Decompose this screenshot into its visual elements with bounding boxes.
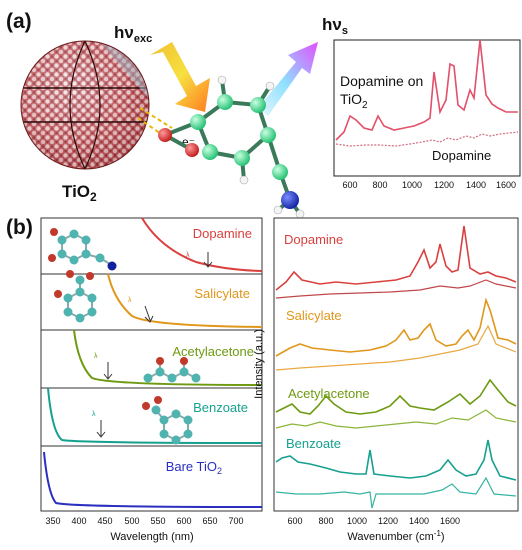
absorption-plot: Dopamine λ Salicylate λ Acetylacetone λ: [40, 217, 263, 543]
raman-label-salicylate: Salicylate: [286, 308, 342, 323]
raman-tick-800: 800: [318, 516, 333, 526]
absorption-label-salicylate: Salicylate: [194, 286, 250, 301]
absorption-label-bare-tio2: Bare TiO2: [166, 459, 222, 476]
inset-label-dopamine-on: Dopamine on: [340, 73, 423, 89]
raman-label-acetylacetone: Acetylacetone: [288, 386, 370, 401]
abs-tick-350: 350: [45, 516, 60, 526]
arrow-down-icon: [203, 252, 213, 268]
absorption-curve-acetylacetone: [73, 329, 263, 386]
panel-a-label: (a): [6, 10, 32, 33]
raman-curve-benzoate-top: [275, 439, 517, 481]
inset-label-dopamine: Dopamine: [432, 148, 491, 163]
raman-frame: [273, 217, 519, 512]
inset-tick-1200: 1200: [434, 180, 454, 190]
panel-b: (b) Dopamine λ: [6, 216, 519, 543]
abs-tick-650: 650: [202, 516, 217, 526]
inset-frame: [333, 39, 521, 177]
dopamine-structure: [48, 228, 117, 271]
absorption-label-dopamine: Dopamine: [193, 226, 252, 241]
abs-tick-500: 500: [124, 516, 139, 526]
inset-tick-800: 800: [372, 180, 387, 190]
lambda-marker-benzoate: λ: [92, 411, 96, 418]
abs-tick-600: 600: [176, 516, 191, 526]
raman-tick-1000: 1000: [347, 516, 367, 526]
salicylate-structure: [54, 270, 97, 323]
raman-curve-salicylate-bottom: [275, 324, 517, 371]
inset-label-tio2: TiO2: [340, 91, 368, 111]
raman-curve-dopamine-bottom: [275, 279, 517, 299]
abs-tick-550: 550: [150, 516, 165, 526]
raman-curve-acetylacetone-bottom: [275, 409, 517, 429]
acetylacetone-structure: [143, 357, 201, 383]
raman-plot: Intensity (a.u.) Dopamine Salicylate Ace…: [253, 217, 519, 543]
inset-tick-1600: 1600: [496, 180, 516, 190]
panel-a: (a) TiO2 hνexc hνs e⁻: [6, 10, 521, 219]
inset-x-ticks: 600 800 1000 1200 1400 1600: [342, 180, 516, 190]
particle-label: TiO2: [62, 182, 97, 204]
absorption-frame: [40, 217, 263, 512]
raman-tick-1600: 1600: [440, 516, 460, 526]
absorption-x-axis-label: Wavelength (nm): [110, 531, 193, 543]
raman-tick-1200: 1200: [378, 516, 398, 526]
inset-curve-dopamine: [335, 131, 519, 147]
arrow-down-icon: [144, 305, 154, 323]
arrow-down-icon: [96, 420, 106, 438]
inset-tick-600: 600: [342, 180, 357, 190]
absorption-row-dividers: [41, 273, 262, 447]
raman-curve-dopamine-top: [275, 225, 517, 291]
abs-tick-450: 450: [97, 516, 112, 526]
dopamine-molecule: [158, 75, 305, 219]
abs-tick-700: 700: [228, 516, 243, 526]
lambda-marker-dopamine: λ: [186, 252, 190, 259]
raman-x-axis-label: Wavenumber (cm-1): [347, 529, 444, 543]
inset-curve-dopamine-on-tio2: [335, 39, 518, 141]
lambda-marker-acetylacetone: λ: [94, 353, 98, 360]
raman-y-axis-label: Intensity (a.u.): [253, 329, 265, 399]
raman-tick-600: 600: [287, 516, 302, 526]
absorption-curve-salicylate: [107, 273, 263, 328]
inset-spectrum: 600 800 1000 1200 1400 1600 Dopamine on …: [333, 39, 521, 190]
inset-tick-1000: 1000: [402, 180, 422, 190]
raman-curve-benzoate-bottom: [275, 476, 517, 509]
scattered-beam-arrow: [258, 42, 318, 116]
inset-tick-1400: 1400: [466, 180, 486, 190]
absorption-label-benzoate: Benzoate: [193, 400, 248, 415]
excitation-beam-arrow: [150, 42, 210, 112]
panel-b-label: (b): [6, 216, 33, 239]
absorption-curve-bare-tio2: [43, 451, 263, 508]
lambda-marker-salicylate: λ: [128, 297, 132, 304]
raman-label-dopamine: Dopamine: [284, 232, 343, 247]
charge-transfer-lines: [137, 107, 173, 141]
abs-tick-400: 400: [71, 516, 86, 526]
tio2-nanoparticle: [20, 40, 150, 170]
raman-label-benzoate: Benzoate: [286, 436, 341, 451]
scattered-label: hνs: [322, 15, 348, 37]
raman-x-ticks: 600 800 1000 1200 1400 1600: [287, 516, 460, 526]
absorption-curve-benzoate: [47, 387, 263, 444]
raman-curve-acetylacetone-top: [275, 378, 517, 415]
absorption-curve-dopamine: [141, 217, 263, 272]
excitation-label: hνexc: [114, 23, 152, 45]
benzoate-structure: [142, 396, 193, 445]
absorption-x-ticks: 350 400 450 500 550 600 650 700: [45, 516, 243, 526]
raman-curve-salicylate-top: [275, 297, 517, 357]
raman-tick-1400: 1400: [409, 516, 429, 526]
absorption-label-acetylacetone: Acetylacetone: [172, 344, 254, 359]
arrow-down-icon: [103, 362, 113, 380]
